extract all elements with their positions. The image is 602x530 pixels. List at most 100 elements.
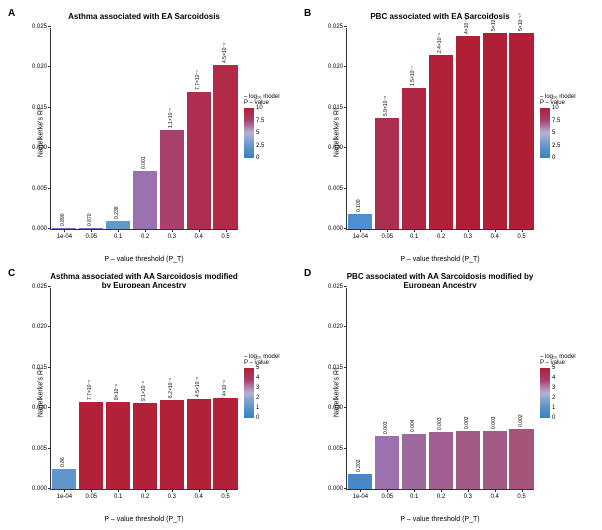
y-tick-label: 0.000 xyxy=(32,226,51,232)
bar-label: 5×10⁻¹⁰ xyxy=(518,14,524,32)
bar xyxy=(509,33,533,229)
y-tick-label: 0.005 xyxy=(32,446,51,452)
y-tick-label: 0.020 xyxy=(32,64,51,70)
x-tick-label: 0.4 xyxy=(491,494,499,500)
bar xyxy=(483,431,507,489)
bar xyxy=(187,399,211,489)
legend-tick: 2 xyxy=(256,395,259,401)
bar-label: 1.1×10⁻⁵ xyxy=(168,107,174,127)
bar-label: 0.002 xyxy=(464,416,470,429)
legend-colorbar: 012345 xyxy=(244,368,254,418)
bar xyxy=(348,214,372,229)
x-tick-mark xyxy=(441,229,442,232)
legend-tick: 4 xyxy=(256,375,259,381)
panel-label-B: B xyxy=(304,8,311,19)
bar xyxy=(483,33,507,229)
bar xyxy=(213,398,237,489)
legend: – log₁₀ modelP – value012345 xyxy=(540,354,576,418)
legend-tick: 0 xyxy=(256,415,259,421)
y-axis-label: Nagelkerke's R² xyxy=(333,108,340,158)
x-tick-mark xyxy=(414,229,415,232)
legend: – log₁₀ modelP – value02.557.510 xyxy=(540,94,576,158)
bar-label: 0.870 xyxy=(87,214,93,227)
bar xyxy=(79,402,103,489)
x-tick-mark xyxy=(172,229,173,232)
x-tick-mark xyxy=(226,229,227,232)
y-axis-label: Nagelkerke's R² xyxy=(37,368,44,418)
panel-label-D: D xyxy=(304,268,311,279)
plot-A: 0.0000.0050.0100.0150.0200.0250.8901e-04… xyxy=(50,28,238,230)
bar xyxy=(187,92,211,229)
bar-label: 2.4×10⁻⁹ xyxy=(437,33,443,53)
x-tick-label: 0.2 xyxy=(141,234,149,240)
x-tick-mark xyxy=(495,229,496,232)
x-tick-mark xyxy=(145,229,146,232)
bar xyxy=(133,403,157,489)
panel-D: DPBC associated with AA Sarcoidosis modi… xyxy=(304,268,594,520)
legend-title: – log₁₀ modelP – value xyxy=(540,354,576,366)
bar xyxy=(375,118,399,230)
bar xyxy=(133,171,157,229)
bar-label: 0.003 xyxy=(491,416,497,429)
x-tick-mark xyxy=(441,489,442,492)
x-tick-label: 1e-04 xyxy=(57,234,72,240)
bar-label: 5×10⁻¹⁰ xyxy=(491,14,497,32)
x-tick-mark xyxy=(145,489,146,492)
y-tick-label: 0.020 xyxy=(32,324,51,330)
bar-label: 4.5×10⁻⁸ xyxy=(222,43,228,63)
bar-label: 0.100 xyxy=(356,199,362,212)
y-tick-label: 0.000 xyxy=(328,226,347,232)
x-tick-mark xyxy=(522,489,523,492)
bar-label: 8×10⁻⁶ xyxy=(114,384,120,400)
x-tick-mark xyxy=(118,489,119,492)
x-tick-label: 0.3 xyxy=(464,494,472,500)
bar xyxy=(456,431,480,489)
legend-tick: 1 xyxy=(552,405,555,411)
legend-tick: 0 xyxy=(256,155,259,161)
bar xyxy=(402,88,426,229)
x-tick-mark xyxy=(522,229,523,232)
x-tick-label: 0.05 xyxy=(381,234,393,240)
legend-colorbar: 02.557.510 xyxy=(540,108,550,158)
panel-C: CAsthma associated with AA Sarcoidosis m… xyxy=(8,268,298,520)
plot-B: 0.0000.0050.0100.0150.0200.0250.1001e-04… xyxy=(346,28,534,230)
x-tick-mark xyxy=(468,489,469,492)
y-tick-label: 0.000 xyxy=(32,486,51,492)
legend-tick: 4 xyxy=(552,375,555,381)
bar xyxy=(375,436,399,489)
x-tick-mark xyxy=(64,489,65,492)
bar-label: 6.2×10⁻⁶ xyxy=(168,378,174,398)
bar-label: 0.86 xyxy=(60,457,66,467)
x-tick-label: 0.05 xyxy=(85,494,97,500)
legend-tick: 2 xyxy=(552,395,555,401)
bar-label: 0.002 xyxy=(518,415,524,428)
plot-C: 0.0000.0050.0100.0150.0200.0250.861e-047… xyxy=(50,288,238,490)
y-tick-label: 0.020 xyxy=(328,64,347,70)
x-tick-mark xyxy=(468,229,469,232)
x-tick-label: 0.4 xyxy=(195,234,203,240)
y-tick-label: 0.000 xyxy=(328,486,347,492)
panel-B: BPBC associated with EA Sarcoidosis0.000… xyxy=(304,8,594,260)
x-tick-mark xyxy=(226,489,227,492)
x-axis-label: P – value threshold (P_T) xyxy=(346,516,534,523)
y-axis-label: Nagelkerke's R² xyxy=(333,368,340,418)
y-tick-label: 0.025 xyxy=(32,284,51,290)
y-tick-label: 0.005 xyxy=(328,446,347,452)
bar xyxy=(429,432,453,489)
legend-tick: 7.5 xyxy=(256,118,264,124)
legend-tick: 10 xyxy=(256,105,263,111)
y-tick-label: 0.025 xyxy=(328,24,347,30)
legend-tick: 2.5 xyxy=(552,143,560,149)
x-tick-mark xyxy=(91,489,92,492)
bar-label: 4×10⁻¹⁰ xyxy=(464,16,470,34)
x-tick-mark xyxy=(360,229,361,232)
bar-label: 4.5×10⁻⁶ xyxy=(195,376,201,396)
x-tick-mark xyxy=(495,489,496,492)
x-tick-label: 0.4 xyxy=(195,494,203,500)
y-tick-label: 0.005 xyxy=(328,186,347,192)
bar-label: 0.238 xyxy=(114,206,120,219)
x-tick-mark xyxy=(118,229,119,232)
legend: – log₁₀ modelP – value02.557.510 xyxy=(244,94,280,158)
bar-label: 0.004 xyxy=(410,420,416,433)
x-tick-label: 0.3 xyxy=(168,234,176,240)
